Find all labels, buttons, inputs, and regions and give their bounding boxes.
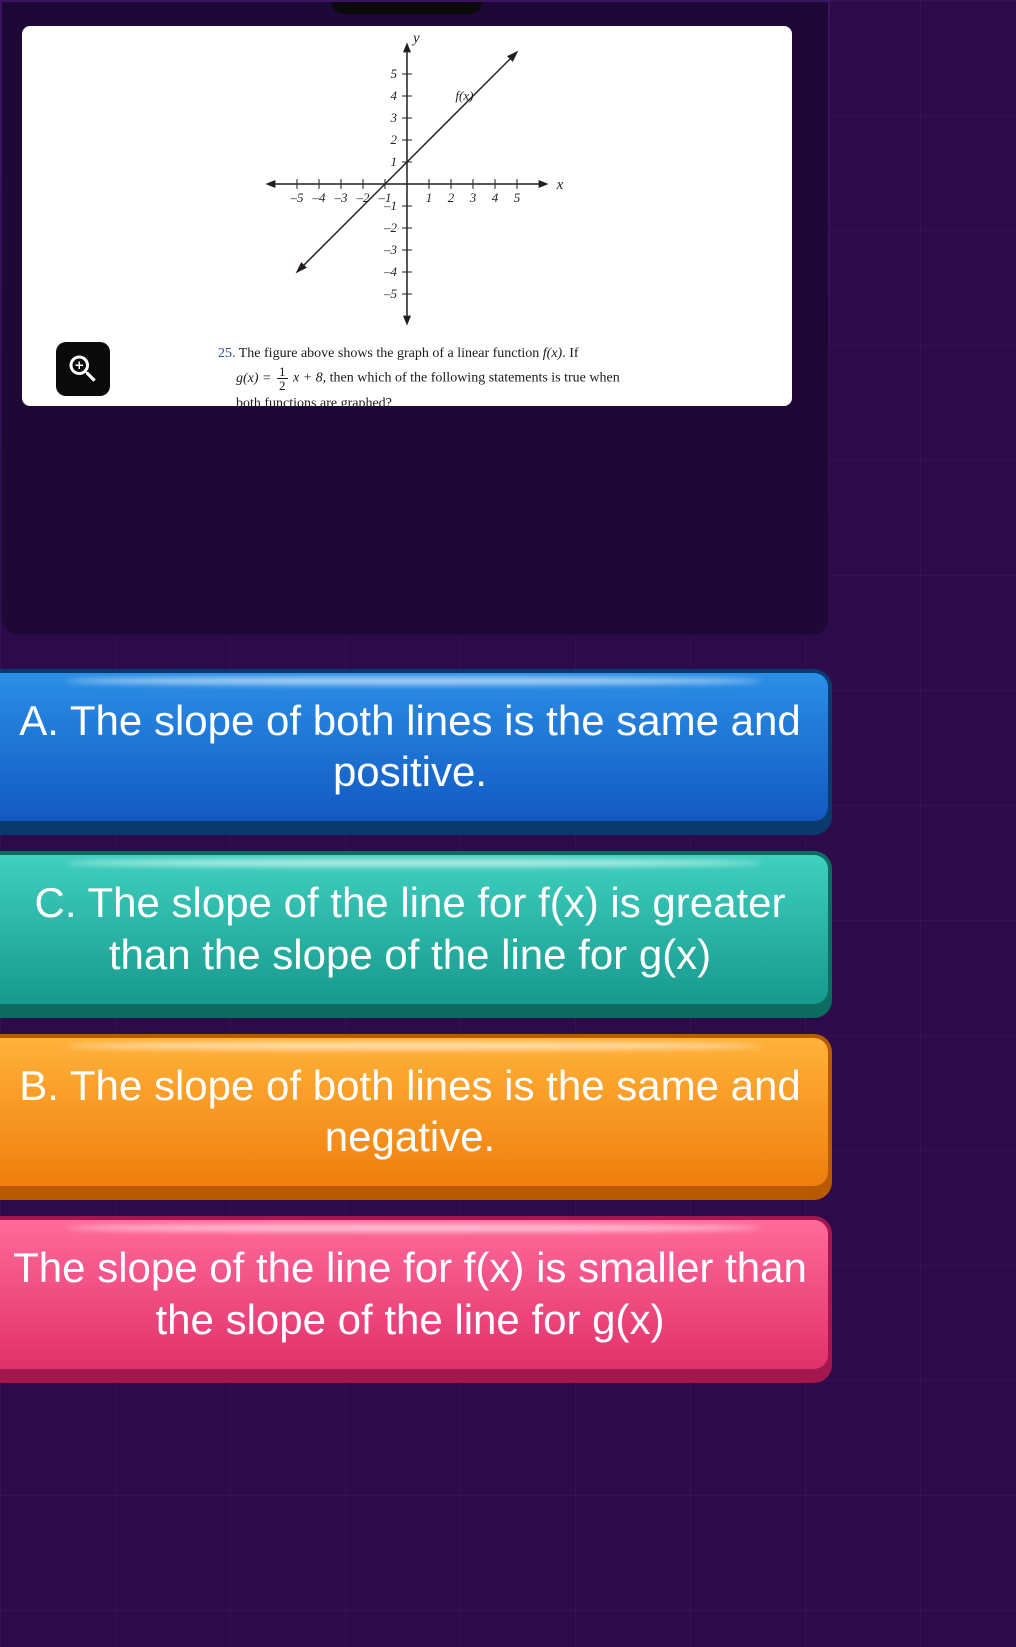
question-card: –5–4–3–2–112345–5–4–3–2–112345xyf(x) 25.… — [0, 0, 830, 637]
answer-text: The slope of the line for f(x) is smalle… — [13, 1244, 807, 1342]
timer-pill-fragment — [332, 2, 482, 14]
answer-text: The slope of the line for f(x) is greate… — [87, 879, 785, 977]
svg-text:5: 5 — [391, 66, 398, 81]
question-card-inner: –5–4–3–2–112345–5–4–3–2–112345xyf(x) 25.… — [2, 2, 828, 635]
gx-den: 2 — [277, 379, 288, 392]
answer-letter: A. — [19, 697, 59, 744]
fx-ital: f(x) — [543, 346, 562, 361]
answer-letter: C. — [35, 879, 77, 926]
graph-svg: –5–4–3–2–112345–5–4–3–2–112345xyf(x) — [192, 26, 622, 326]
gx-lhs: g(x) = — [236, 371, 272, 386]
answer-inner: C. The slope of the line for f(x) is gre… — [0, 855, 828, 1003]
prompt-part4: both functions are graphed? — [236, 396, 392, 406]
svg-text:–4: –4 — [383, 264, 398, 279]
answer-text: The slope of both lines is the same and … — [70, 1062, 801, 1160]
svg-text:5: 5 — [514, 190, 521, 205]
gx-fraction: 12 — [277, 365, 288, 392]
answer-option-d[interactable]: The slope of the line for f(x) is smalle… — [0, 1216, 832, 1382]
svg-text:–5: –5 — [383, 286, 398, 301]
answer-option-b[interactable]: B. The slope of both lines is the same a… — [0, 1034, 832, 1200]
svg-text:–4: –4 — [312, 190, 327, 205]
svg-text:1: 1 — [426, 190, 433, 205]
answer-letter: B. — [19, 1062, 59, 1109]
svg-text:4: 4 — [492, 190, 499, 205]
svg-text:–2: –2 — [356, 190, 371, 205]
svg-text:y: y — [411, 30, 420, 46]
answer-inner: A. The slope of both lines is the same a… — [0, 673, 828, 821]
svg-text:2: 2 — [448, 190, 455, 205]
svg-text:–3: –3 — [383, 242, 398, 257]
svg-text:–5: –5 — [290, 190, 305, 205]
answer-text: The slope of both lines is the same and … — [70, 697, 801, 795]
answers-container: A. The slope of both lines is the same a… — [0, 669, 1016, 1383]
svg-text:–2: –2 — [383, 220, 398, 235]
answer-option-a[interactable]: A. The slope of both lines is the same a… — [0, 669, 832, 835]
answer-inner: The slope of the line for f(x) is smalle… — [0, 1220, 828, 1368]
question-image-frame[interactable]: –5–4–3–2–112345–5–4–3–2–112345xyf(x) 25.… — [22, 26, 792, 406]
gx-rhs: x + 8, — [293, 371, 326, 386]
question-prompt: 25. The figure above shows the graph of … — [218, 342, 626, 406]
gx-num: 1 — [277, 365, 288, 379]
svg-text:x: x — [556, 177, 564, 193]
svg-text:f(x): f(x) — [455, 88, 473, 103]
answer-option-c[interactable]: C. The slope of the line for f(x) is gre… — [0, 851, 832, 1017]
svg-text:4: 4 — [391, 88, 398, 103]
svg-text:3: 3 — [469, 190, 477, 205]
svg-text:–3: –3 — [334, 190, 349, 205]
svg-text:1: 1 — [391, 154, 398, 169]
answer-inner: B. The slope of both lines is the same a… — [0, 1038, 828, 1186]
svg-text:2: 2 — [391, 132, 398, 147]
prompt-part3: then which of the following statements i… — [330, 371, 620, 386]
zoom-in-icon — [65, 351, 101, 387]
prompt-part2: . If — [562, 346, 578, 361]
svg-text:–1: –1 — [383, 198, 397, 213]
zoom-button[interactable] — [56, 342, 110, 396]
question-number: 25. — [218, 346, 236, 361]
svg-text:3: 3 — [390, 110, 398, 125]
prompt-part1: The figure above shows the graph of a li… — [239, 346, 543, 361]
